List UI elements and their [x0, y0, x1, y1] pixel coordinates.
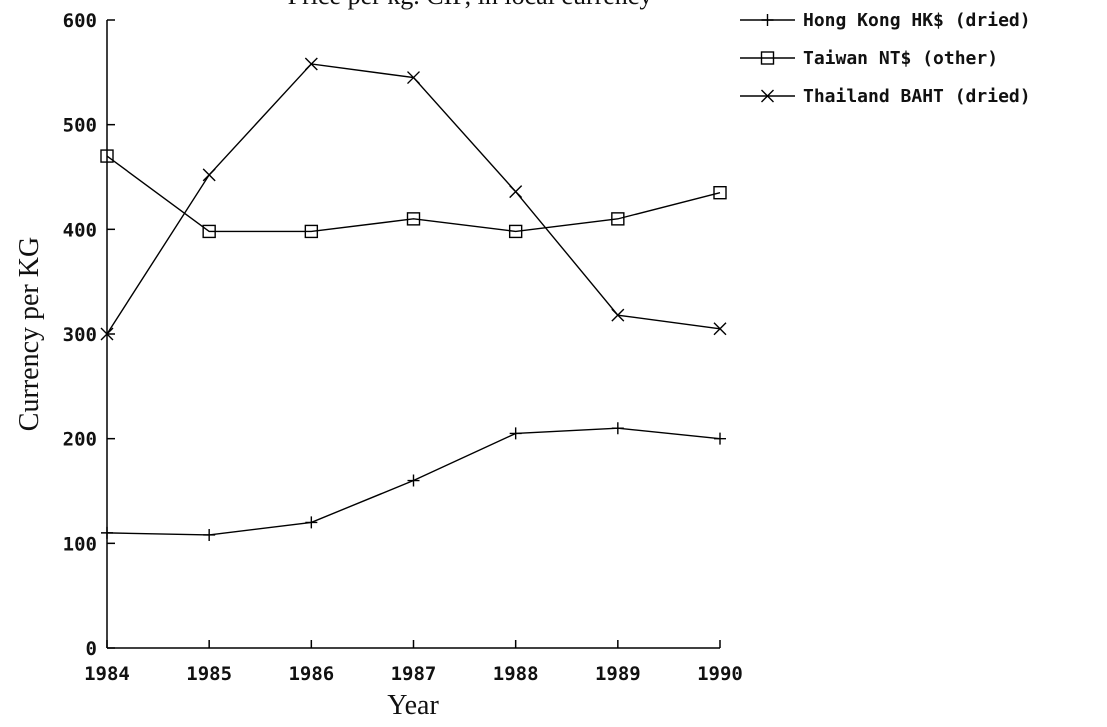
marker	[407, 71, 420, 85]
x-tick-label: 1985	[186, 663, 232, 685]
chart-title: Price per kg. CIF, in local currency	[288, 0, 653, 10]
series-line	[106, 155, 721, 233]
marker	[611, 212, 625, 226]
x-tick-label: 1984	[84, 663, 130, 685]
x-tick-label: 1987	[391, 663, 437, 685]
y-tick-label: 300	[63, 324, 97, 346]
marker	[611, 422, 624, 435]
x-tick-label: 1988	[493, 663, 539, 685]
marker	[508, 224, 523, 239]
y-tick-label: 100	[63, 533, 97, 555]
legend-marker	[761, 89, 774, 103]
marker	[305, 516, 318, 529]
marker	[304, 57, 318, 71]
y-tick-label: 200	[63, 429, 97, 451]
marker	[100, 149, 114, 163]
marker	[714, 432, 726, 445]
legend-label: Hong Kong HK$ (dried)	[803, 10, 1031, 31]
marker	[203, 528, 216, 541]
y-tick-label: 0	[86, 638, 97, 660]
x-tick-label: 1989	[595, 663, 641, 685]
x-tick-label: 1990	[697, 663, 743, 685]
marker	[509, 427, 522, 440]
marker	[406, 212, 421, 226]
marker	[202, 168, 216, 182]
marker	[713, 322, 727, 336]
y-axis-label: Currency per KG	[14, 237, 45, 431]
marker	[713, 185, 727, 200]
marker	[509, 185, 523, 199]
marker	[304, 224, 319, 239]
legend-label: Taiwan NT$ (other)	[803, 48, 998, 69]
marker	[407, 474, 420, 487]
marker	[100, 327, 114, 341]
y-tick-label: 600	[63, 10, 97, 32]
legend-label: Thailand BAHT (dried)	[803, 86, 1031, 107]
x-tick-label: 1986	[288, 663, 334, 685]
x-axis-label: Year	[387, 690, 439, 721]
marker	[101, 526, 113, 539]
series-line	[106, 63, 721, 335]
y-tick-label: 400	[63, 219, 97, 241]
legend-marker	[761, 14, 774, 26]
legend-marker	[760, 51, 775, 65]
marker	[202, 224, 216, 239]
y-tick-label: 500	[63, 115, 97, 137]
marker	[611, 308, 625, 322]
